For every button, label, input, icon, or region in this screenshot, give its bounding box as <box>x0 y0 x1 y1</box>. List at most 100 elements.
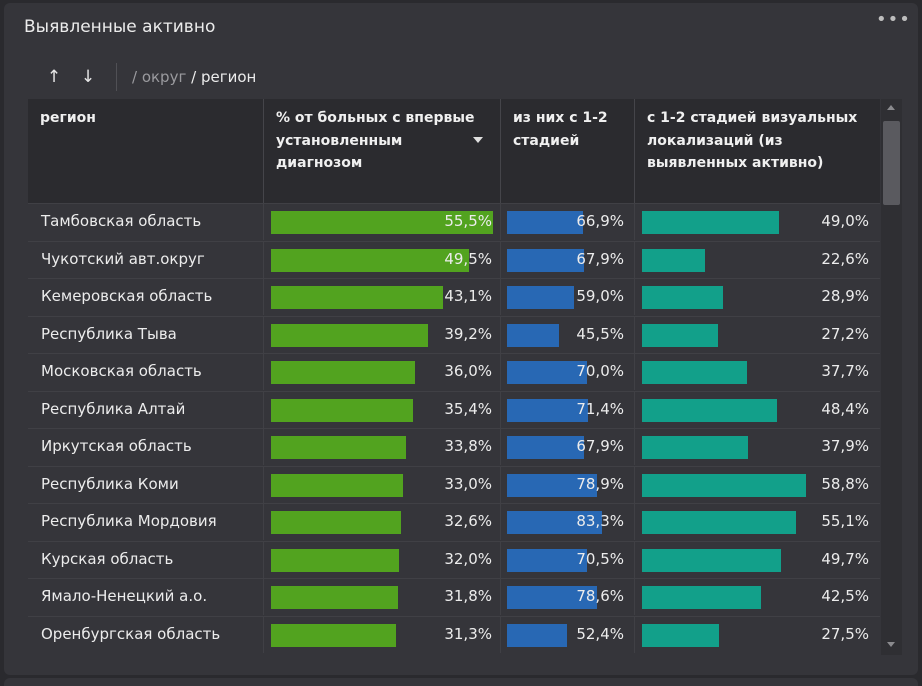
cell-pct: 33,0% <box>264 466 501 503</box>
stage-bar <box>507 361 587 384</box>
stage-value: 83,3% <box>576 512 624 530</box>
table-header: регион % от больных с впервые установлен… <box>28 99 880 203</box>
cell-pct: 32,6% <box>264 504 501 540</box>
scroll-up-arrow-icon[interactable] <box>887 105 895 110</box>
pct-value: 55,5% <box>444 212 492 230</box>
cell-visual: 37,7% <box>635 354 880 390</box>
stage-bar <box>507 511 602 534</box>
cell-stage: 78,9% <box>501 466 635 503</box>
cell-region: Республика Мордовия <box>28 504 264 540</box>
column-header-visual[interactable]: с 1-2 стадией визуальных локализаций (из… <box>647 110 858 171</box>
visual-value: 49,0% <box>821 212 869 230</box>
cell-region: Иркутская область <box>28 429 264 465</box>
sort-descending-icon[interactable] <box>473 137 483 143</box>
cell-pct: 35,4% <box>264 391 501 428</box>
cell-region: Кемеровская область <box>28 279 264 315</box>
column-header-region[interactable]: регион <box>28 99 264 203</box>
visual-value: 28,9% <box>821 287 869 305</box>
cell-pct: 55,5% <box>264 204 501 240</box>
visual-bar <box>642 473 806 497</box>
cell-visual: 58,8% <box>635 467 880 503</box>
visual-bar <box>642 623 719 647</box>
cell-region: Ямало-Ненецкий а.о. <box>28 579 264 615</box>
visual-value: 27,2% <box>821 324 869 343</box>
widget-title: Выявленные активно <box>24 17 216 37</box>
table-row[interactable]: Тамбовская область 55,5% 66,9% 49,0% <box>28 203 880 241</box>
stage-bar <box>507 323 559 347</box>
pct-bar <box>271 511 402 534</box>
stage-bar <box>507 286 575 309</box>
pct-value: 32,6% <box>444 512 492 530</box>
visual-value: 48,4% <box>821 399 869 418</box>
cell-stage: 59,0% <box>501 279 635 315</box>
pct-bar <box>271 398 413 422</box>
stage-value: 67,9% <box>576 249 624 268</box>
cell-stage: 52,4% <box>501 616 635 653</box>
table-row[interactable]: Республика Тыва 39,2% 45,5% 27,2% <box>28 315 880 354</box>
column-header-stage[interactable]: из них с 1-2 стадией <box>501 99 635 203</box>
visual-value: 42,5% <box>821 587 869 605</box>
cell-pct: 33,8% <box>264 429 501 465</box>
cell-pct: 49,5% <box>264 241 501 278</box>
next-widget-edge <box>4 678 918 686</box>
table-row[interactable]: Московская область 36,0% 70,0% 37,7% <box>28 353 880 391</box>
region-name: Республика Мордовия <box>41 512 217 530</box>
cell-stage: 66,9% <box>501 204 635 240</box>
region-name: Кемеровская область <box>41 287 213 305</box>
stage-bar <box>507 548 588 572</box>
table-row[interactable]: Кемеровская область 43,1% 59,0% 28,9% <box>28 278 880 316</box>
table-row[interactable]: Республика Коми 33,0% 78,9% 58,8% <box>28 465 880 504</box>
region-name: Чукотский авт.округ <box>41 249 205 268</box>
stage-bar <box>507 211 584 234</box>
cell-visual: 49,7% <box>635 542 880 578</box>
table-row[interactable]: Республика Алтай 35,4% 71,4% 48,4% <box>28 390 880 429</box>
cell-visual: 42,5% <box>635 579 880 615</box>
table-row[interactable]: Иркутская область 33,8% 67,9% 37,9% <box>28 428 880 466</box>
cell-pct: 43,1% <box>264 279 501 315</box>
cell-visual: 28,9% <box>635 279 880 315</box>
scroll-down-arrow-icon[interactable] <box>887 642 895 647</box>
drill-down-arrow-icon[interactable]: ↓ <box>80 67 96 87</box>
stage-value: 70,0% <box>576 362 624 380</box>
cell-pct: 32,0% <box>264 541 501 578</box>
visual-bar <box>642 211 779 234</box>
pct-value: 35,4% <box>444 399 492 418</box>
pct-value: 31,3% <box>444 624 492 643</box>
drill-up-arrow-icon[interactable]: ↑ <box>46 67 62 87</box>
scroll-thumb[interactable] <box>883 121 900 205</box>
pct-bar <box>271 248 469 272</box>
pct-value: 32,0% <box>444 549 492 568</box>
cell-stage: 78,6% <box>501 579 635 615</box>
visual-value: 58,8% <box>821 474 869 493</box>
stage-bar <box>507 248 585 272</box>
widget-panel: Выявленные активно ••• ↑ ↓ / округ / рег… <box>4 3 918 675</box>
visual-bar <box>642 286 723 309</box>
table-row[interactable]: Курская область 32,0% 70,5% 49,7% <box>28 540 880 579</box>
stage-value: 70,5% <box>576 549 624 568</box>
more-options-icon[interactable]: ••• <box>876 9 911 30</box>
pct-bar <box>271 586 399 609</box>
column-header-pct[interactable]: % от больных с впервые установленным диа… <box>264 99 501 203</box>
table-row[interactable]: Республика Мордовия 32,6% 83,3% 55,1% <box>28 503 880 541</box>
region-name: Иркутская область <box>41 437 192 455</box>
cell-visual: 48,4% <box>635 392 880 428</box>
table-scrollbar[interactable] <box>881 99 902 655</box>
pct-bar <box>271 361 415 384</box>
table-row[interactable]: Чукотский авт.округ 49,5% 67,9% 22,6% <box>28 240 880 279</box>
table-row[interactable]: Ямало-Ненецкий а.о. 31,8% 78,6% 42,5% <box>28 578 880 616</box>
cell-stage: 70,5% <box>501 541 635 578</box>
pct-value: 31,8% <box>444 587 492 605</box>
stage-bar <box>507 473 597 497</box>
cell-visual: 27,2% <box>635 317 880 353</box>
cell-region: Оренбургская область <box>28 616 264 653</box>
pct-bar <box>271 473 403 497</box>
visual-value: 27,5% <box>821 624 869 643</box>
pct-bar <box>271 548 399 572</box>
pct-bar <box>271 623 397 647</box>
cell-region: Тамбовская область <box>28 204 264 240</box>
pct-value: 49,5% <box>444 249 492 268</box>
table-row[interactable]: Оренбургская область 31,3% 52,4% 27,5% <box>28 615 880 654</box>
breadcrumb-okrug[interactable]: / округ <box>132 68 187 86</box>
visual-value: 22,6% <box>821 249 869 268</box>
visual-bar <box>642 548 781 572</box>
